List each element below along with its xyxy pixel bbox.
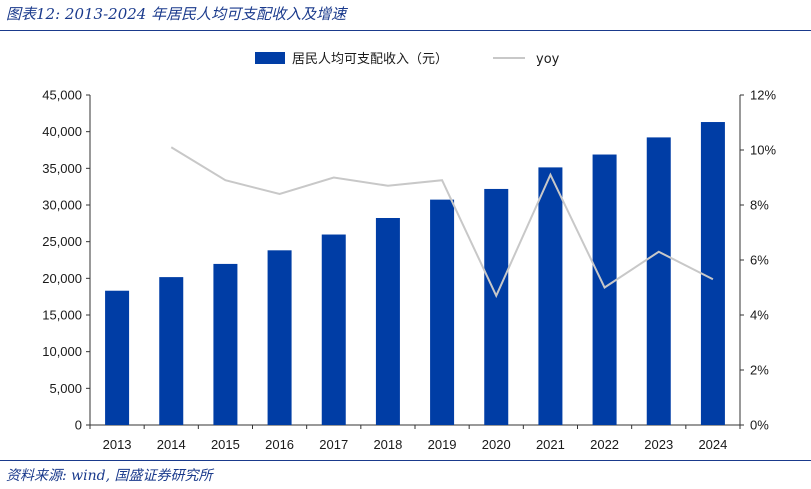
y-left-tick-label: 10,000 (42, 344, 82, 359)
y-left-tick-label: 0 (75, 418, 82, 433)
y-right-tick-label: 12% (750, 88, 776, 103)
title-bar: 图表12: 2013-2024 年居民人均可支配收入及增速 (0, 0, 811, 30)
y-right-tick-label: 6% (750, 253, 769, 268)
bar (105, 290, 130, 425)
y-left-tick-label: 25,000 (42, 234, 82, 249)
y-left-tick-label: 20,000 (42, 271, 82, 286)
bar (700, 122, 725, 425)
y-right-tick-label: 2% (750, 363, 769, 378)
x-tick-label: 2020 (482, 437, 511, 452)
x-tick-label: 2019 (428, 437, 457, 452)
x-tick-label: 2024 (698, 437, 727, 452)
legend-label-yoy: yoy (536, 52, 560, 67)
yoy-line (170, 146, 714, 299)
y-left-tick-label: 5,000 (49, 381, 82, 396)
source-rule (0, 460, 811, 461)
y-left-tick-label: 35,000 (42, 161, 82, 176)
y-right-tick-label: 0% (750, 418, 769, 433)
bar (484, 188, 509, 425)
legend-label-income: 居民人均可支配收入（元） (292, 52, 448, 67)
bar (592, 154, 617, 425)
x-tick-label: 2015 (211, 437, 240, 452)
y-left-tick-label: 45,000 (42, 88, 82, 103)
chart-title: 图表12: 2013-2024 年居民人均可支配收入及增速 (6, 5, 347, 23)
y-left-tick-label: 30,000 (42, 198, 82, 213)
chart: 0 5,000 10,000 15,000 20,000 25,000 30,000 35,0… (42, 52, 776, 452)
x-tick-label: 2022 (590, 437, 619, 452)
y-left-tick-label: 40,000 (42, 124, 82, 139)
x-tick-label: 2023 (644, 437, 673, 452)
x-tick-label: 2017 (319, 437, 348, 452)
title-rule (0, 30, 811, 31)
x-tick-label: 2014 (157, 437, 186, 452)
bar (430, 199, 455, 425)
x-tick-label: 2021 (536, 437, 565, 452)
y-left-tick-label: 15,000 (42, 308, 82, 323)
y-right-tick-label: 8% (750, 198, 769, 213)
x-tick-label: 2013 (103, 437, 132, 452)
bar (267, 250, 292, 425)
x-tick-label: 2018 (373, 437, 402, 452)
bar (375, 217, 400, 425)
y-right-tick-label: 4% (750, 308, 769, 323)
bar (159, 277, 184, 425)
y-right-tick-label: 10% (750, 143, 776, 158)
source-note: 资料来源: wind, 国盛证券研究所 (6, 468, 213, 484)
bar (646, 137, 671, 425)
legend-swatch-income (255, 52, 285, 64)
bar (538, 167, 563, 426)
bar (321, 234, 346, 425)
x-tick-label: 2016 (265, 437, 294, 452)
bar (213, 263, 238, 425)
